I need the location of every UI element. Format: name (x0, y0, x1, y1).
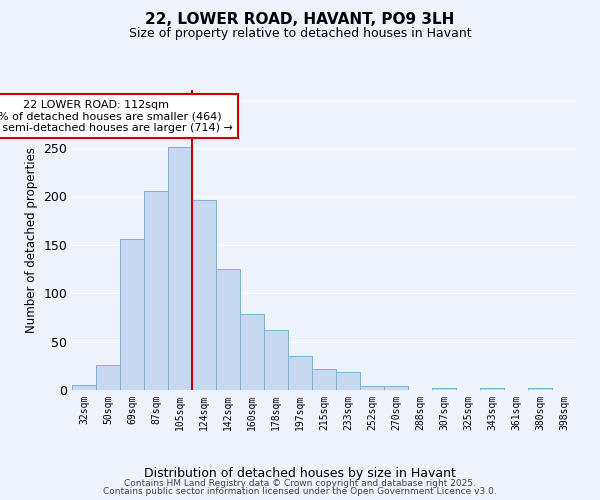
Bar (72, 385, 96, 390)
Bar (144, 190, 168, 390)
Bar (96, 365, 120, 390)
Bar (432, 388, 456, 390)
Bar (168, 147, 192, 390)
Text: Size of property relative to detached houses in Havant: Size of property relative to detached ho… (128, 28, 472, 40)
Bar (384, 386, 408, 390)
Bar (264, 330, 288, 390)
Bar (312, 368, 336, 390)
Bar (288, 356, 312, 390)
Text: Contains HM Land Registry data © Crown copyright and database right 2025.: Contains HM Land Registry data © Crown c… (124, 478, 476, 488)
Bar (528, 388, 552, 390)
Text: 22, LOWER ROAD, HAVANT, PO9 3LH: 22, LOWER ROAD, HAVANT, PO9 3LH (145, 12, 455, 28)
Bar (192, 200, 216, 390)
Bar (216, 269, 240, 390)
Y-axis label: Number of detached properties: Number of detached properties (25, 147, 38, 333)
Text: Distribution of detached houses by size in Havant: Distribution of detached houses by size … (144, 467, 456, 480)
Bar (360, 386, 384, 390)
Bar (480, 388, 504, 390)
Text: 22 LOWER ROAD: 112sqm
← 39% of detached houses are smaller (464)
60% of semi-det: 22 LOWER ROAD: 112sqm ← 39% of detached … (0, 100, 232, 133)
Bar (240, 314, 264, 390)
Bar (336, 372, 360, 390)
Text: Contains public sector information licensed under the Open Government Licence v3: Contains public sector information licen… (103, 487, 497, 496)
Bar (120, 239, 144, 390)
